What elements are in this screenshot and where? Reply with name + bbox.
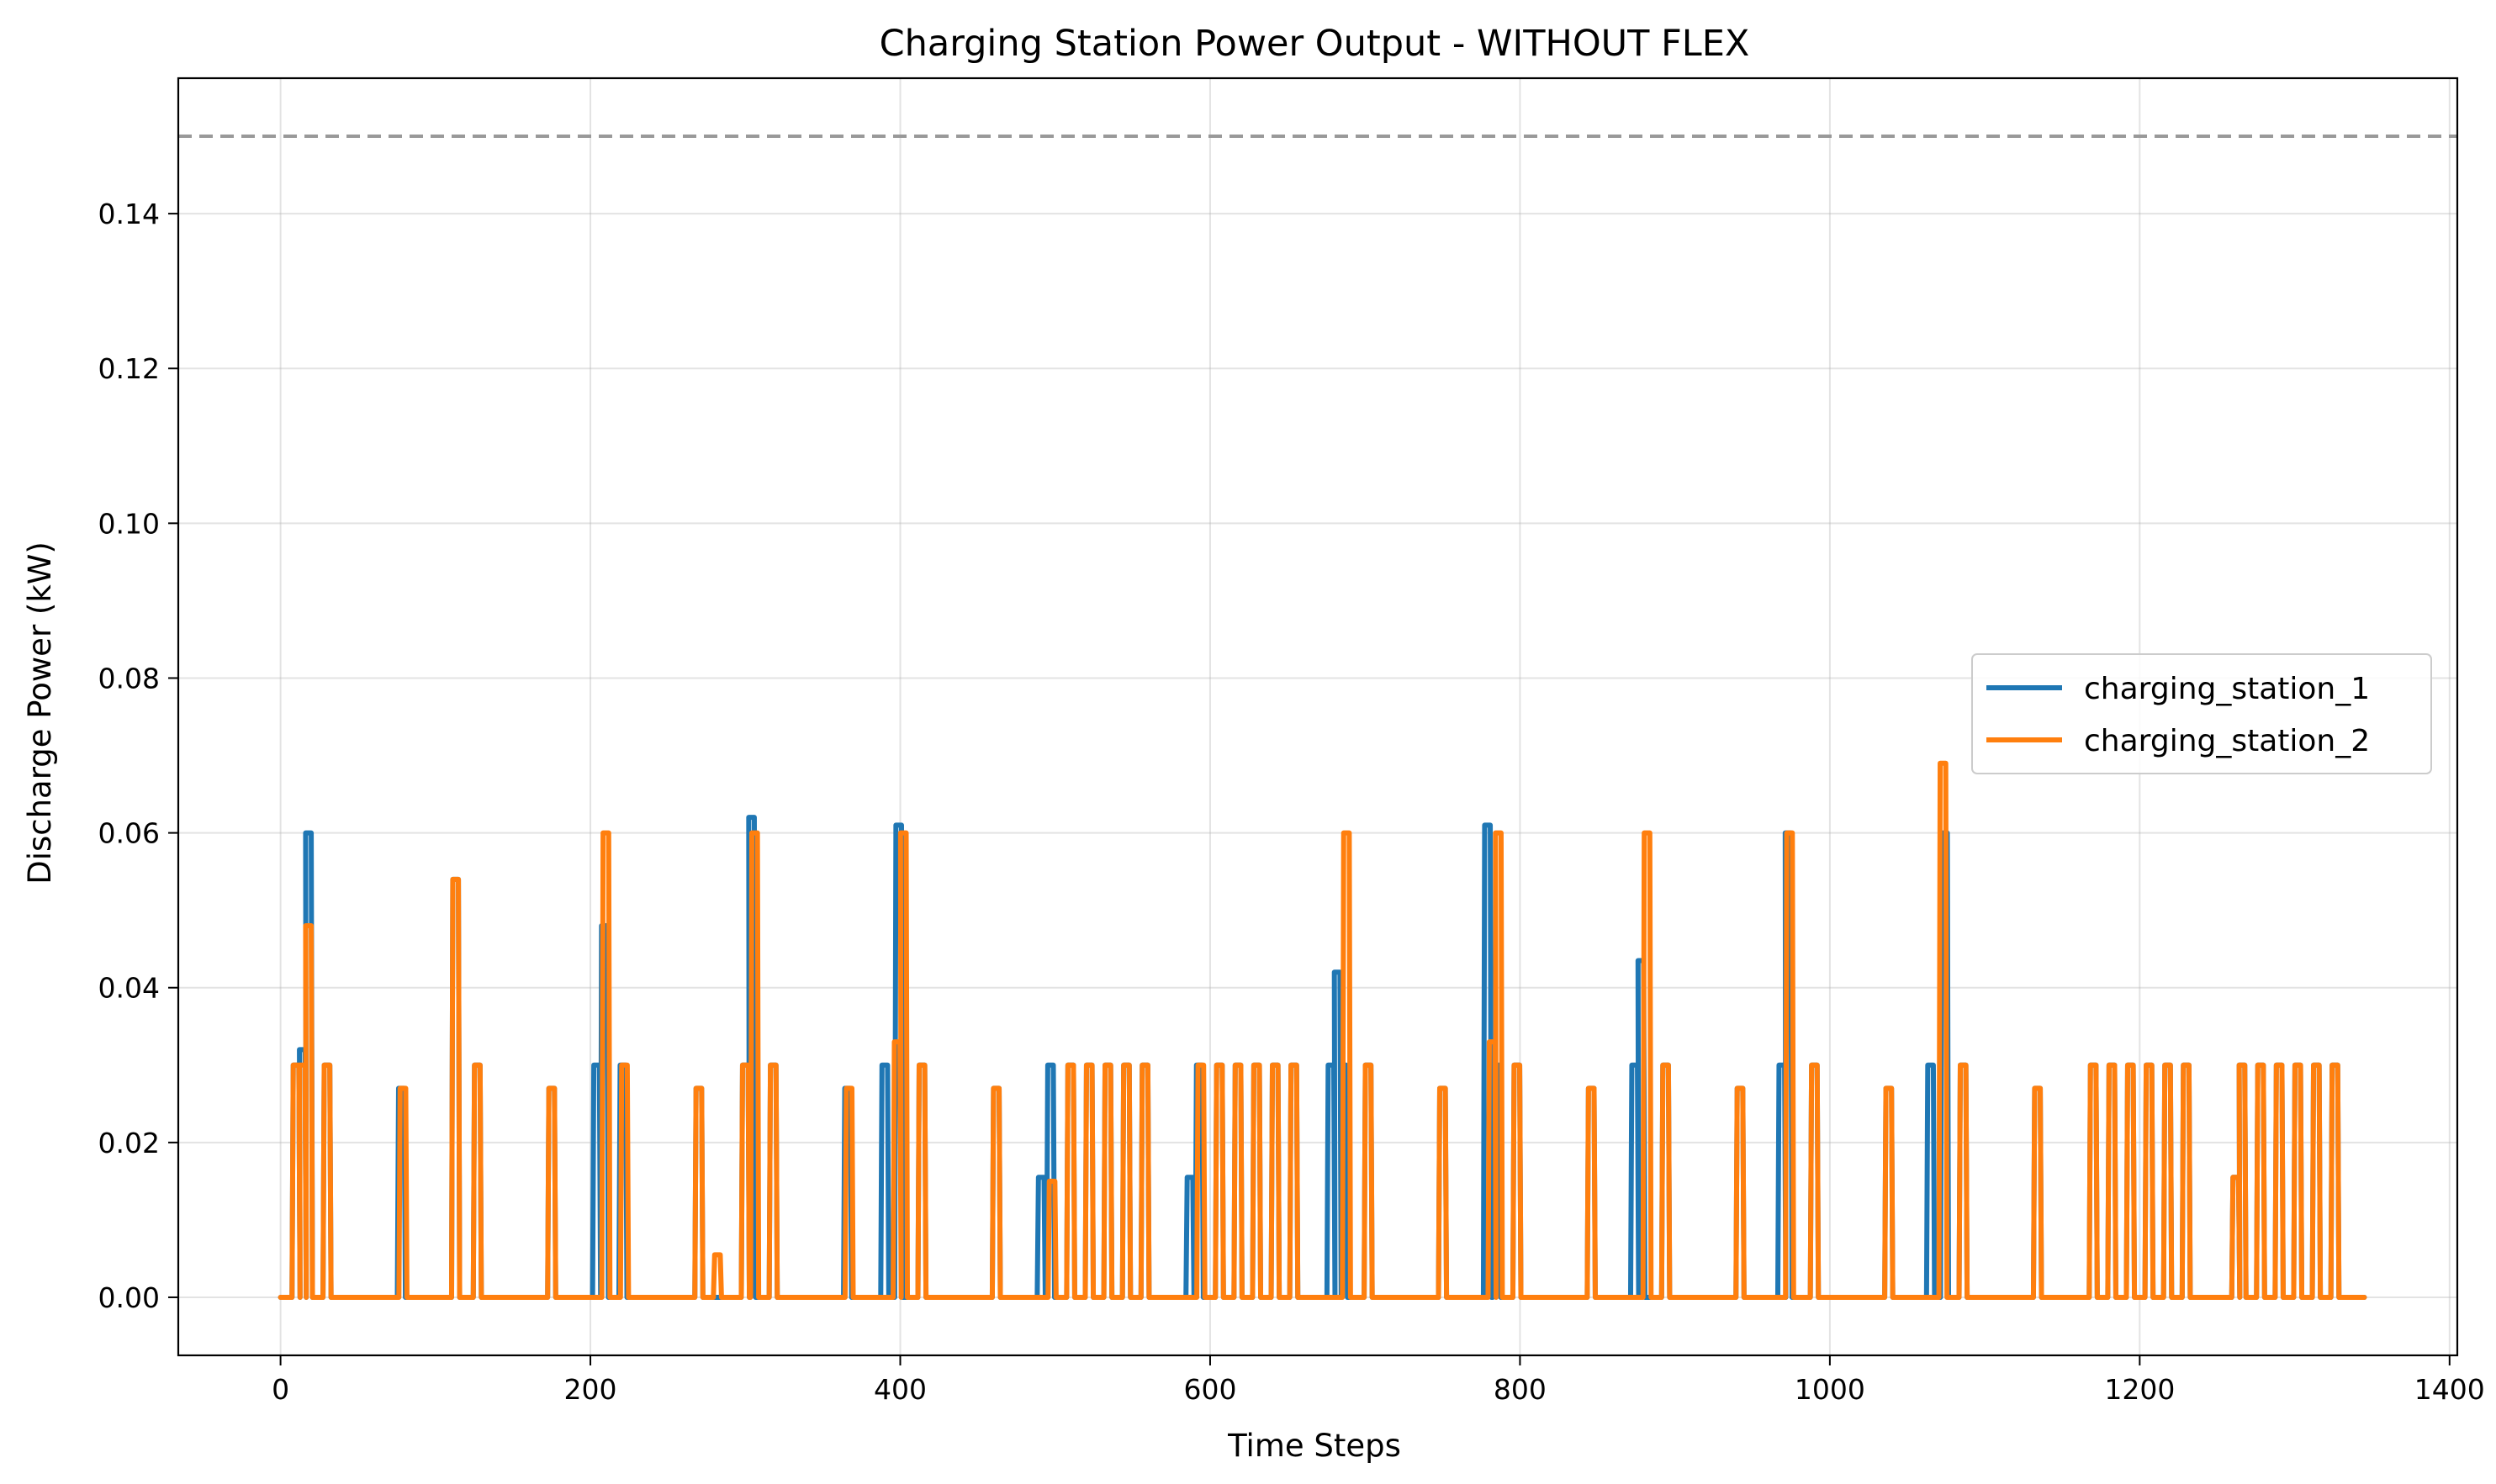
y-axis-ticks: 0.00 0.02 0.04 0.06 0.08 0.10 0.12 0.14 [98,198,178,1314]
y-tick-label: 0.10 [98,507,160,540]
legend-label-charging-station-1: charging_station_1 [2084,672,2370,706]
legend: charging_station_1 charging_station_2 [1971,653,2432,774]
series-layer [278,760,2367,1300]
x-tick-label: 0 [272,1373,289,1406]
x-axis-label: Time Steps [1227,1428,1401,1464]
chart-title: Charging Station Power Output - WITHOUT … [880,23,1750,65]
x-tick-label: 200 [564,1373,617,1406]
y-tick-label: 0.12 [98,352,160,385]
x-tick-label: 400 [874,1373,927,1406]
x-tick-label: 1000 [1795,1373,1865,1406]
y-axis-label: Discharge Power (kW) [22,541,58,885]
y-tick-label: 0.02 [98,1127,160,1159]
x-axis-ticks: 0 200 400 600 800 1000 1200 1400 [272,1355,2485,1406]
x-tick-label: 800 [1494,1373,1547,1406]
y-tick-label: 0.06 [98,817,160,850]
y-tick-label: 0.14 [98,198,160,230]
plot-frame [177,77,2459,1357]
x-tick-label: 600 [1183,1373,1236,1406]
y-tick-label: 0.00 [98,1281,160,1314]
x-tick-label: 1200 [2104,1373,2175,1406]
y-tick-label: 0.08 [98,662,160,694]
legend-label-charging-station-2: charging_station_2 [2084,724,2370,758]
legend-box [1971,653,2432,774]
x-tick-label: 1400 [2414,1373,2485,1406]
series-line-charging-station-2 [278,760,2367,1300]
y-tick-label: 0.04 [98,972,160,1005]
